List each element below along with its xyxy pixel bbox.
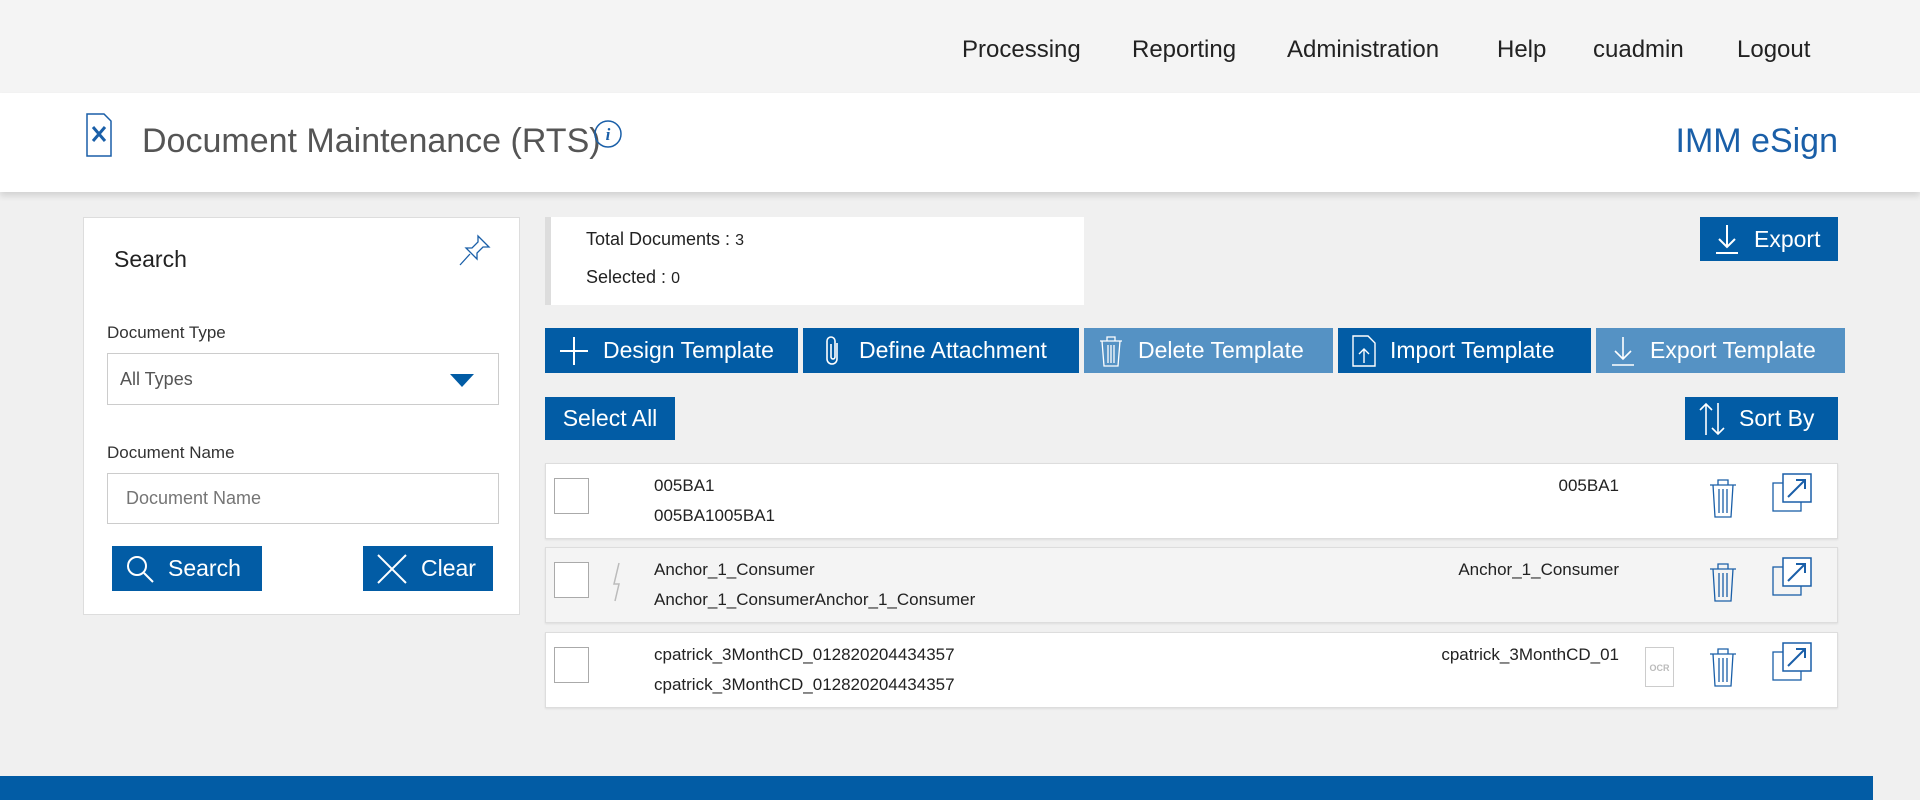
download-icon	[1612, 336, 1634, 366]
nav-processing[interactable]: Processing	[962, 36, 1081, 63]
document-type-select[interactable]: All Types	[107, 353, 499, 405]
document-label: Anchor_1_Consumer	[1458, 560, 1619, 579]
selected-documents: Selected : 0	[586, 267, 680, 288]
export-template-label: Export Template	[1650, 337, 1816, 363]
sort-by-label: Sort By	[1739, 405, 1815, 431]
info-icon[interactable]: i	[593, 119, 623, 149]
ocr-icon: OCR	[1645, 647, 1674, 687]
document-tools-icon	[86, 113, 112, 157]
trash-icon[interactable]	[1708, 647, 1738, 687]
design-template-label: Design Template	[603, 337, 774, 363]
selected-label: Selected :	[586, 267, 667, 287]
pin-icon[interactable]	[458, 233, 492, 267]
page-title: Document Maintenance (RTS)	[142, 122, 601, 160]
brand-name: IMM eSign	[1675, 122, 1839, 160]
sort-icon	[1699, 402, 1725, 435]
total-value: 3	[735, 232, 744, 249]
import-template-label: Import Template	[1390, 337, 1555, 363]
search-button-label: Search	[168, 555, 241, 581]
trash-icon[interactable]	[1708, 478, 1738, 518]
document-name: 005BA1	[654, 476, 715, 495]
svg-text:i: i	[606, 125, 611, 144]
define-attachment-button[interactable]: Define Attachment	[803, 328, 1079, 373]
import-template-button[interactable]: Import Template	[1338, 328, 1591, 373]
trash-icon[interactable]	[1708, 562, 1738, 602]
document-name: Anchor_1_Consumer	[654, 560, 815, 579]
select-all-label: Select All	[562, 405, 658, 431]
nav-reporting[interactable]: Reporting	[1132, 36, 1237, 63]
document-stats: Total Documents : 3 Selected : 0	[545, 217, 1084, 305]
export-template-button[interactable]: Export Template	[1596, 328, 1845, 373]
document-description: cpatrick_3MonthCD_012820204434357	[654, 675, 955, 694]
nav-logout[interactable]: Logout	[1737, 36, 1811, 63]
close-icon	[377, 553, 407, 584]
footer-bar	[0, 776, 1873, 800]
row-checkbox[interactable]	[554, 562, 589, 598]
download-icon	[1716, 225, 1738, 254]
export-label: Export	[1754, 225, 1821, 252]
ocr-label: OCR	[1649, 663, 1670, 673]
document-type-label: Document Type	[107, 323, 226, 342]
document-name-input[interactable]	[107, 473, 499, 524]
trash-icon	[1100, 335, 1122, 367]
paperclip-icon	[826, 335, 838, 365]
clear-button[interactable]: Clear	[363, 546, 493, 591]
row-checkbox[interactable]	[554, 647, 589, 683]
nav-user[interactable]: cuadmin	[1593, 36, 1684, 63]
delete-template-button[interactable]: Delete Template	[1084, 328, 1333, 373]
search-icon	[127, 555, 154, 583]
export-button[interactable]: Export	[1700, 217, 1838, 261]
open-external-icon[interactable]	[1772, 557, 1812, 597]
clear-button-label: Clear	[421, 555, 476, 581]
sort-by-button[interactable]: Sort By	[1685, 397, 1838, 440]
document-label: 005BA1	[1558, 476, 1620, 495]
document-row[interactable]: Anchor_1_Consumer Anchor_1_ConsumerAnchor…	[545, 547, 1838, 623]
page-header: Document Maintenance (RTS) i IMM eSign	[0, 93, 1920, 192]
design-template-button[interactable]: Design Template	[545, 328, 798, 373]
lightning-icon	[613, 562, 620, 602]
define-attachment-label: Define Attachment	[859, 337, 1047, 363]
select-all-button[interactable]: Select All	[545, 397, 675, 440]
document-type-value: All Types	[120, 368, 193, 389]
open-external-icon[interactable]	[1772, 473, 1812, 513]
document-description: 005BA1005BA1	[654, 506, 775, 525]
nav-administration[interactable]: Administration	[1287, 36, 1440, 63]
selected-value: 0	[671, 270, 680, 287]
document-row[interactable]: 005BA1 005BA1005BA1 005BA1	[545, 463, 1838, 539]
document-description: Anchor_1_ConsumerAnchor_1_Consumer	[654, 590, 976, 609]
delete-template-label: Delete Template	[1138, 337, 1304, 363]
row-checkbox[interactable]	[554, 478, 589, 514]
chevron-down-icon	[450, 374, 474, 387]
open-external-icon[interactable]	[1772, 642, 1812, 682]
plus-icon	[560, 336, 588, 365]
document-name: cpatrick_3MonthCD_012820204434357	[654, 645, 955, 664]
total-documents: Total Documents : 3	[586, 229, 744, 250]
search-panel: Search Document Type All Types Document …	[83, 217, 520, 615]
document-label: cpatrick_3MonthCD_01	[1441, 645, 1619, 664]
file-upload-icon	[1352, 334, 1376, 367]
search-button[interactable]: Search	[112, 546, 262, 591]
nav-help[interactable]: Help	[1497, 36, 1547, 63]
search-title: Search	[114, 246, 187, 272]
document-name-label: Document Name	[107, 443, 235, 462]
total-label: Total Documents :	[586, 229, 731, 249]
top-nav: Processing Reporting Administration Help…	[0, 0, 1920, 93]
